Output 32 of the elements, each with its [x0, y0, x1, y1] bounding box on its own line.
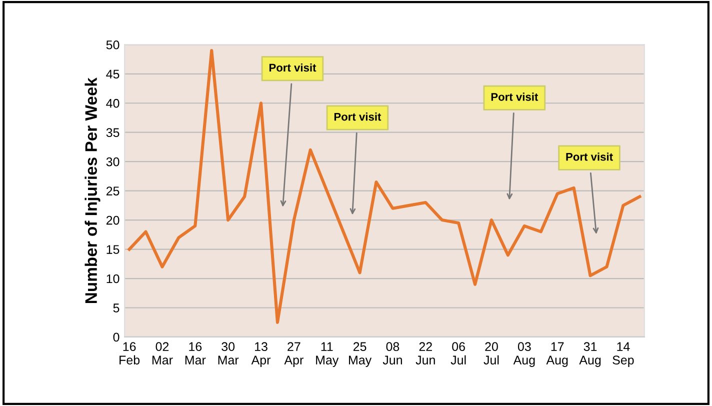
annotation: Port visit — [269, 63, 316, 72]
x-tick-label: 08 Jun — [382, 342, 402, 364]
x-tick-label: 02 Mar — [152, 342, 173, 364]
y-tick-label: 40 — [106, 98, 120, 108]
x-tick-label: 06 Jul — [450, 342, 466, 364]
x-tick-label: 17 Aug — [546, 342, 568, 367]
x-tick-label: 22 Jun — [416, 342, 435, 364]
x-tick-label: 16 Feb — [120, 342, 140, 364]
y-axis-title: Number of Injuries Per Week — [84, 77, 100, 304]
x-tick-label: 11 May — [316, 342, 339, 367]
x-tick-label: 31 Aug — [579, 342, 601, 367]
y-tick-label: 0 — [113, 332, 120, 342]
y-tick-label: 50 — [106, 40, 120, 50]
y-tick-label: 30 — [106, 157, 120, 166]
y-tick-label: 20 — [106, 216, 120, 225]
x-tick-label: 20 Jul — [484, 342, 499, 364]
x-tick-label: 25 May — [349, 342, 372, 367]
y-tick-label: 25 — [106, 186, 120, 196]
x-tick-label: 30 Mar — [218, 342, 239, 364]
annotation: Port visit — [566, 152, 613, 161]
x-tick-label: 13 Apr — [251, 342, 271, 367]
x-tick-label: 16 Mar — [185, 342, 206, 364]
y-tick-label: 45 — [106, 70, 120, 79]
x-tick-label: 27 Apr — [284, 342, 304, 367]
x-tick-label: 14 Sep — [612, 342, 634, 367]
annotation: Port visit — [491, 92, 538, 101]
y-tick-label: 35 — [106, 128, 120, 138]
y-tick-label: 15 — [106, 245, 120, 254]
x-tick-label: 03 Aug — [513, 342, 535, 367]
y-tick-label: 5 — [113, 304, 120, 312]
annotation: Port visit — [334, 112, 382, 121]
y-tick-label: 10 — [106, 274, 120, 284]
